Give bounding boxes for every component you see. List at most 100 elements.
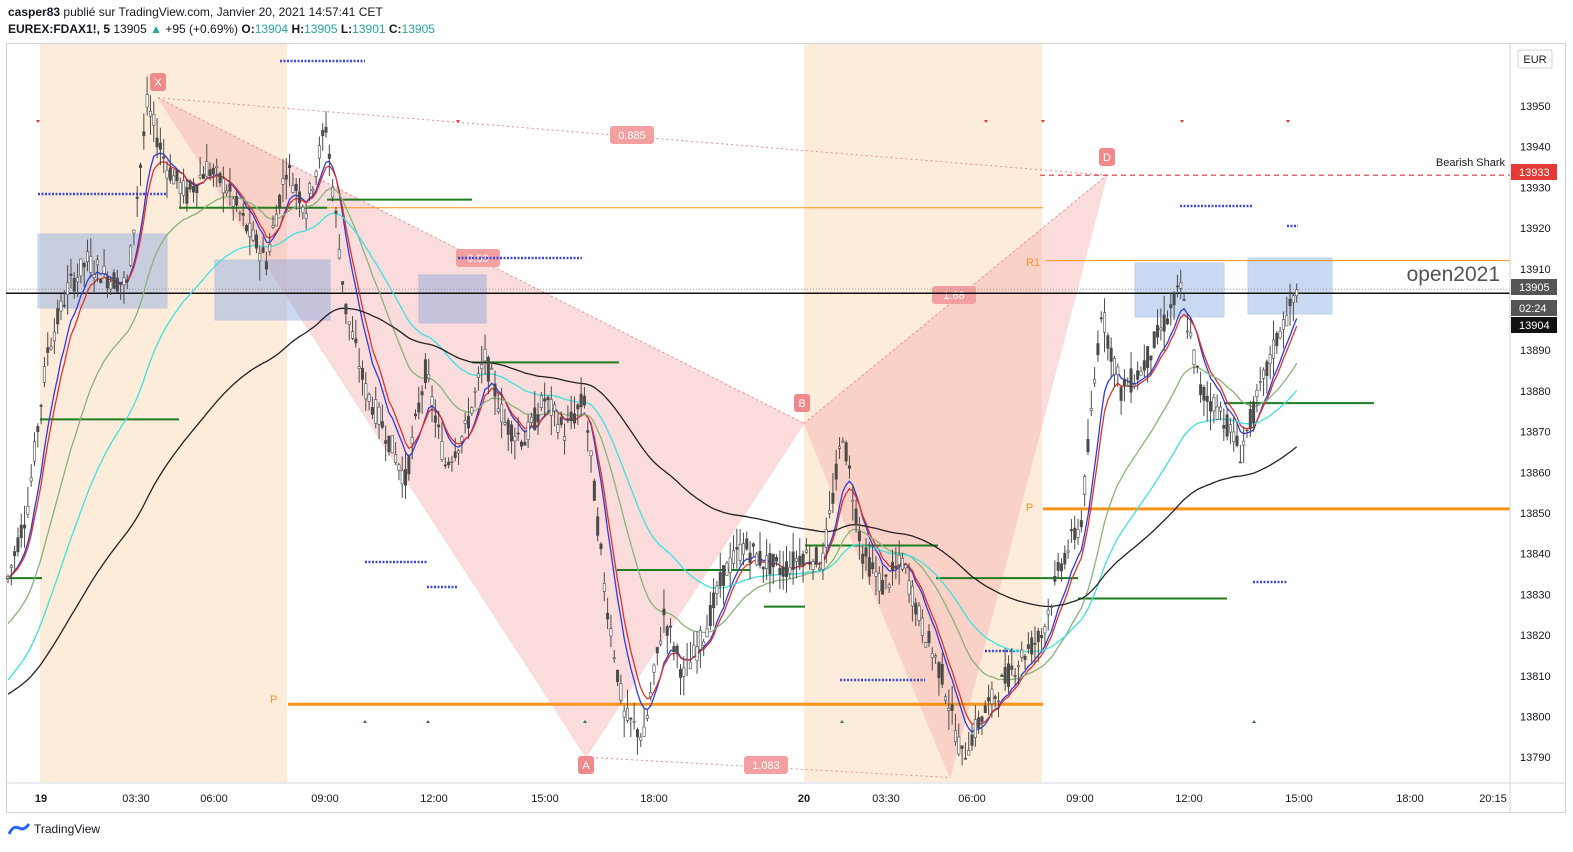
candle-body — [1235, 435, 1239, 446]
candle-body — [639, 736, 643, 741]
candle-body — [245, 225, 249, 232]
green-arrow-marker-4 — [1252, 720, 1256, 723]
candle-body — [1050, 606, 1054, 608]
candle-body — [844, 442, 848, 462]
candle-body — [722, 565, 726, 586]
candle-body — [89, 255, 93, 273]
symbol-label[interactable]: EUREX:FDAX1!, 5 — [8, 22, 111, 36]
candle-body — [205, 161, 209, 177]
candle-body — [526, 421, 530, 440]
candle-body — [529, 416, 533, 423]
candle-body — [1086, 439, 1090, 453]
candle-body — [1119, 387, 1123, 401]
ratio-2-bg — [932, 286, 976, 304]
candle-body — [132, 229, 136, 234]
time-tick-label: 15:00 — [1285, 793, 1313, 805]
candle-body — [881, 579, 885, 595]
price-tag-2: 02:24 — [1519, 303, 1547, 315]
candle-body — [1225, 414, 1229, 437]
high-label: H: — [291, 22, 305, 36]
red-arrow-marker-0 — [36, 120, 40, 123]
candle-body — [56, 308, 60, 325]
candle-body — [258, 253, 262, 262]
candle-body — [62, 304, 66, 307]
footer-brand[interactable]: TradingView — [34, 822, 101, 836]
candle-body — [228, 183, 232, 192]
candle-body — [884, 574, 888, 577]
candle-body — [622, 710, 626, 718]
candle-body — [1172, 293, 1176, 306]
candle-body — [914, 602, 918, 615]
last-price: 13905 — [113, 22, 147, 36]
candle-body — [1179, 282, 1183, 289]
candle-body — [1109, 347, 1113, 362]
candle-body — [1281, 319, 1285, 330]
candle-body — [354, 338, 358, 344]
time-tick-label: 09:00 — [311, 793, 339, 805]
candle-body — [1248, 408, 1252, 429]
candle-body — [76, 277, 80, 283]
red-arrow-marker-5 — [1286, 120, 1290, 123]
candle-body — [347, 321, 351, 325]
green-arrow-marker-3 — [840, 720, 844, 723]
candle-body — [715, 585, 719, 594]
candle-body — [894, 565, 898, 569]
candle-body — [609, 628, 613, 637]
candle-body — [66, 282, 70, 296]
candle-body — [254, 234, 258, 249]
price-tick-label: 13840 — [1520, 549, 1551, 561]
candle-body — [274, 213, 278, 227]
time-tick-label: 09:00 — [1066, 793, 1094, 805]
candle-body — [1003, 667, 1007, 684]
time-tick-label: 12:00 — [420, 793, 448, 805]
candle-body — [1262, 369, 1266, 379]
publish-line: casper83 publié sur TradingView.com, Jan… — [8, 5, 383, 19]
candle-body — [669, 625, 673, 628]
candle-body — [569, 411, 573, 421]
time-tick-label: 06:00 — [200, 793, 228, 805]
candle-body — [987, 697, 991, 702]
candle-body — [629, 717, 633, 720]
candle-body — [735, 547, 739, 550]
candle-body — [324, 126, 328, 133]
candle-body — [765, 555, 769, 570]
candle-body — [867, 557, 871, 577]
candle-body — [1162, 314, 1166, 332]
candle-body — [828, 510, 832, 514]
candle-body — [457, 450, 461, 454]
open-label: O: — [241, 22, 255, 36]
candle-body — [135, 196, 139, 199]
candle-body — [940, 664, 944, 685]
chart-frame[interactable] — [6, 43, 1566, 813]
open-value: 13904 — [254, 22, 289, 36]
candle-body — [221, 178, 225, 194]
candle-body — [185, 187, 189, 204]
candle-body — [891, 561, 895, 571]
time-tick-label: 12:00 — [1175, 793, 1203, 805]
pattern-point-A-bg — [578, 756, 594, 774]
ratio-1-bg — [456, 249, 500, 267]
candle-body — [407, 456, 411, 475]
author-name[interactable]: casper83 — [8, 5, 61, 19]
candle-body — [211, 167, 215, 175]
candle-body — [42, 366, 46, 383]
candle-body — [1149, 355, 1153, 361]
candle-body — [427, 374, 431, 379]
candle-body — [1271, 339, 1275, 359]
candle-body — [46, 347, 50, 353]
price-tag-0: 13933 — [1519, 167, 1550, 179]
candle-body — [536, 414, 540, 423]
candle-body — [1242, 440, 1246, 446]
price-tick-label: 13860 — [1520, 467, 1551, 479]
pattern-ac-line — [585, 756, 951, 779]
candle-body — [539, 395, 543, 408]
candle-body — [513, 435, 517, 442]
candle-body — [523, 441, 527, 446]
candle-body — [702, 641, 706, 646]
candle-body — [168, 167, 172, 181]
candle-body — [142, 131, 146, 137]
candle-body — [695, 646, 699, 662]
currency-label: EUR — [1523, 54, 1546, 66]
candle-body — [291, 184, 295, 193]
